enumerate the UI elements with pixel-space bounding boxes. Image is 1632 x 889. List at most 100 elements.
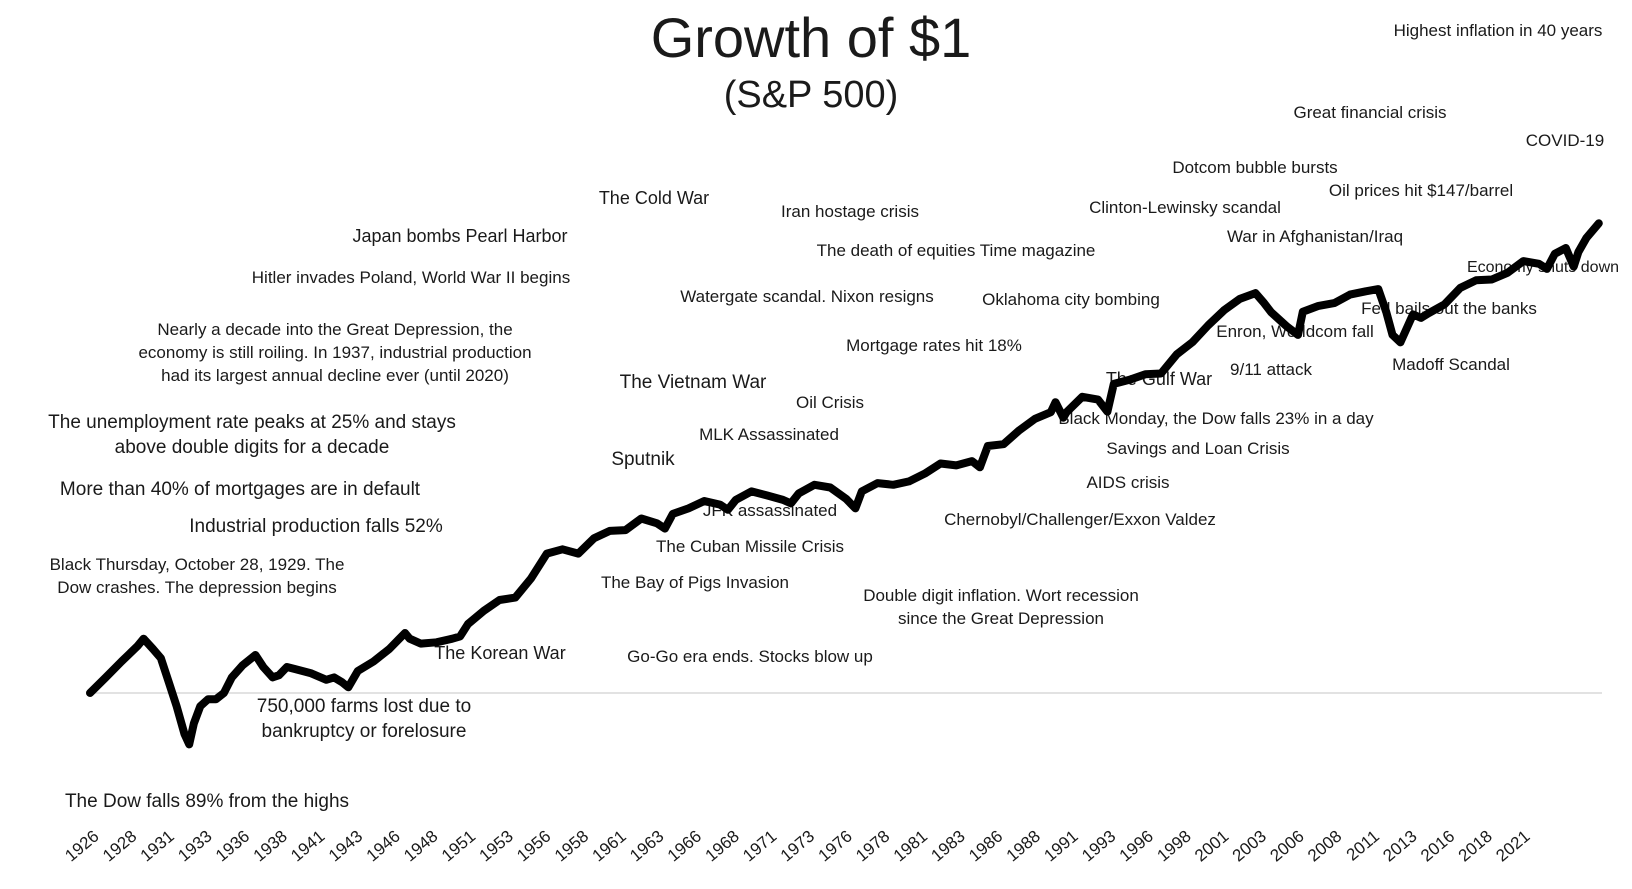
data-point — [330, 673, 338, 681]
event-annotation: economy is still roiling. In 1937, indus… — [138, 343, 531, 362]
data-point — [1551, 250, 1559, 258]
data-point — [456, 632, 464, 640]
data-point — [283, 663, 291, 671]
data-point — [190, 719, 198, 727]
data-point — [1189, 338, 1196, 346]
data-point — [1425, 309, 1433, 317]
data-point — [1059, 414, 1067, 422]
data-point — [496, 596, 503, 604]
data-point — [185, 740, 193, 748]
data-point — [1362, 287, 1370, 295]
data-point — [1173, 350, 1181, 358]
data-point — [527, 575, 535, 582]
data-point — [239, 661, 247, 669]
data-point — [984, 442, 992, 450]
event-annotation: Fed bails out the banks — [1361, 299, 1537, 318]
data-point — [1052, 398, 1059, 406]
x-tick-label: 1928 — [99, 827, 140, 866]
event-annotation: had its largest annual decline ever (unt… — [161, 366, 509, 385]
data-point — [86, 689, 94, 697]
data-point — [401, 629, 409, 637]
event-annotations: Highest inflation in 40 years Great finan… — [48, 21, 1619, 812]
data-point — [1519, 257, 1527, 265]
data-point — [1315, 302, 1322, 310]
x-tick-label: 1978 — [852, 827, 893, 866]
x-axis-ticks: 1926192819311933193619381941194319461948… — [61, 827, 1533, 866]
data-point — [543, 550, 551, 558]
event-annotation: Go-Go era ends. Stocks blow up — [627, 647, 873, 666]
event-annotation: The unemployment rate peaks at 25% and s… — [48, 412, 456, 433]
x-tick-label: 1941 — [287, 827, 328, 866]
data-point — [385, 645, 393, 653]
data-point — [1574, 248, 1582, 256]
event-annotation: Great financial crisis — [1293, 103, 1446, 122]
event-annotation: The Bay of Pigs Invasion — [601, 573, 789, 592]
data-point — [149, 645, 157, 653]
event-annotation: JFK assassinated — [703, 501, 837, 520]
x-tick-label: 1998 — [1153, 827, 1194, 866]
data-point — [1504, 269, 1511, 277]
data-point — [480, 607, 488, 615]
event-annotation: Dotcom bubble bursts — [1172, 158, 1337, 177]
data-point — [700, 497, 708, 505]
x-tick-label: 1926 — [61, 827, 102, 866]
event-annotation: Chernobyl/Challenger/Exxon Valdez — [944, 510, 1216, 529]
event-annotation: bankruptcy or forelosure — [262, 721, 467, 742]
x-tick-label: 1968 — [702, 827, 743, 866]
data-point — [1259, 298, 1267, 306]
x-tick-label: 1931 — [137, 827, 178, 866]
data-point — [1094, 396, 1102, 404]
data-point — [1204, 321, 1212, 329]
data-point — [851, 504, 859, 512]
data-point — [433, 638, 440, 646]
data-point — [968, 457, 976, 465]
x-tick-label: 1988 — [1003, 827, 1044, 866]
data-point — [118, 658, 125, 665]
data-point — [779, 496, 787, 504]
data-point — [1535, 260, 1543, 268]
data-point — [1299, 308, 1307, 316]
data-point — [1441, 300, 1448, 308]
data-point — [921, 470, 929, 478]
data-point — [661, 525, 669, 533]
data-point — [1374, 285, 1382, 293]
x-tick-label: 2018 — [1455, 827, 1496, 866]
data-point — [1157, 370, 1165, 377]
data-point — [795, 489, 803, 497]
event-annotation: Iran hostage crisis — [781, 202, 919, 221]
data-point — [724, 506, 732, 514]
event-annotation: Oklahoma city bombing — [982, 290, 1160, 309]
data-point — [1409, 310, 1417, 318]
event-annotation: AIDS crisis — [1086, 473, 1169, 492]
x-tick-label: 1938 — [250, 827, 291, 866]
x-tick-label: 1991 — [1040, 827, 1081, 866]
x-tick-label: 1971 — [739, 827, 780, 866]
data-point — [259, 663, 267, 671]
data-point — [1063, 408, 1070, 416]
data-point — [748, 487, 755, 495]
data-point — [464, 620, 472, 628]
event-annotation: since the Great Depression — [898, 609, 1104, 628]
data-point — [1582, 234, 1590, 242]
data-point — [653, 519, 661, 527]
data-point — [165, 678, 173, 686]
data-point — [133, 642, 141, 650]
event-annotation: 750,000 farms lost due to — [257, 696, 471, 717]
data-point — [1417, 314, 1425, 322]
event-annotation: The Vietnam War — [620, 372, 767, 393]
data-point — [905, 477, 913, 485]
x-tick-label: 1936 — [212, 827, 253, 866]
data-point — [269, 673, 277, 681]
data-point — [716, 501, 724, 509]
x-tick-label: 2011 — [1343, 827, 1383, 865]
event-annotation: Nearly a decade into the Great Depressio… — [157, 320, 512, 339]
data-point — [173, 702, 181, 710]
data-point — [1126, 376, 1133, 384]
event-annotation: Oil Crisis — [796, 393, 864, 412]
event-annotation: Highest inflation in 40 years — [1394, 21, 1603, 40]
event-annotation: Black Thursday, October 28, 1929. The — [50, 555, 345, 574]
chart-subtitle: (S&P 500) — [723, 74, 899, 116]
event-annotation: COVID-19 — [1526, 131, 1604, 150]
x-tick-label: 1951 — [438, 827, 479, 866]
